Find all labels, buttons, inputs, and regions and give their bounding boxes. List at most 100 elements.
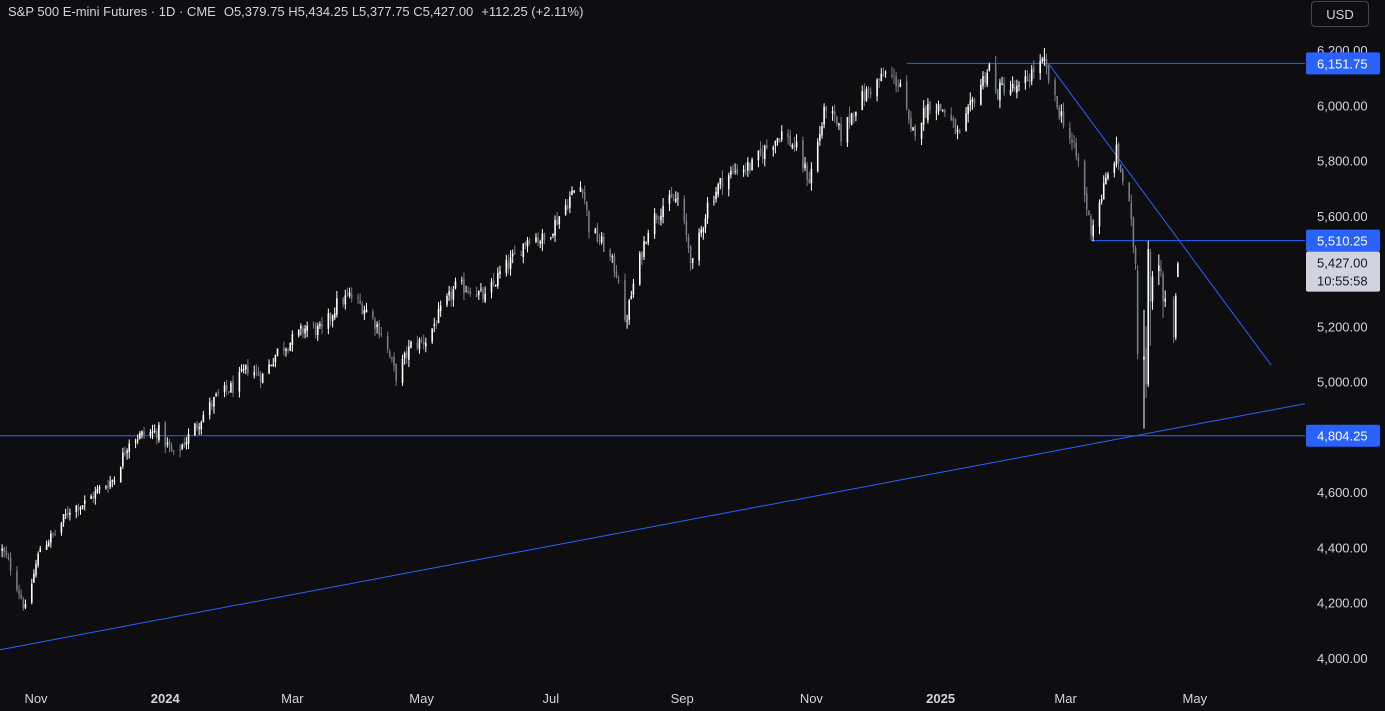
candle-body: [749, 163, 751, 171]
candle: [730, 166, 732, 179]
candle: [795, 134, 798, 151]
candle-body: [24, 603, 27, 608]
candle-body: [598, 240, 601, 242]
candle-body: [950, 114, 953, 121]
candle: [342, 296, 344, 308]
candle-body: [956, 130, 959, 132]
candle: [153, 424, 156, 434]
candle: [386, 331, 389, 353]
candle: [98, 484, 101, 494]
candle: [1045, 53, 1048, 75]
candle-body: [761, 152, 764, 159]
candle-body: [122, 452, 124, 467]
candle: [1160, 260, 1162, 277]
candle: [1073, 135, 1075, 149]
time-tick-label: 2024: [151, 691, 181, 706]
candle-body: [499, 271, 501, 274]
candle-body: [522, 243, 525, 257]
candle: [211, 399, 213, 411]
candle: [158, 421, 160, 443]
candle-body: [969, 100, 972, 106]
candle: [984, 71, 986, 88]
candle-body: [973, 99, 976, 104]
candle-body: [641, 251, 643, 260]
candle-body: [494, 284, 497, 286]
candle: [763, 144, 766, 167]
candle: [1122, 168, 1124, 186]
candle-body: [196, 424, 198, 428]
candle-body: [1128, 182, 1130, 202]
candle-body: [238, 372, 241, 392]
candle: [240, 364, 243, 373]
candle-body: [372, 311, 374, 318]
candle: [522, 243, 525, 264]
candle: [215, 392, 217, 398]
candle-body: [514, 252, 516, 255]
candle: [1145, 326, 1147, 399]
candle-body: [1039, 61, 1041, 74]
current-price-label: 5,427.00: [1317, 256, 1368, 271]
candle-body: [638, 253, 641, 285]
candle: [838, 122, 840, 130]
candle-body: [1003, 83, 1005, 93]
candle-body: [1011, 83, 1014, 89]
candle: [66, 506, 69, 519]
candle: [1033, 60, 1035, 79]
candle-body: [526, 240, 529, 247]
candle-body: [1009, 89, 1012, 95]
candle: [1149, 248, 1152, 346]
candle: [5, 546, 8, 559]
candle-body: [198, 427, 200, 429]
candle: [719, 177, 722, 190]
candle: [632, 279, 635, 298]
candle: [223, 381, 226, 398]
candle: [238, 366, 241, 398]
time-tick-label: Jul: [542, 691, 559, 706]
candle: [893, 68, 895, 85]
candle: [1113, 161, 1116, 178]
level-price-label: 5,510.25: [1317, 234, 1368, 249]
candle: [861, 85, 864, 111]
candle-body: [1162, 273, 1164, 302]
candle: [1024, 69, 1027, 90]
candle-body: [1018, 85, 1020, 87]
time-axis[interactable]: Nov 2024 Mar May Jul Sep Nov 2025 Mar May: [24, 691, 1207, 706]
candle-body: [1033, 67, 1035, 73]
candle-body: [348, 292, 351, 297]
candle: [526, 236, 529, 253]
candle-body: [836, 116, 838, 124]
candle: [304, 324, 306, 339]
candle-body: [986, 72, 989, 85]
candle: [713, 195, 715, 206]
candle-body: [425, 342, 427, 347]
candle: [749, 162, 751, 174]
time-tick-label: May: [409, 691, 434, 706]
candle: [261, 372, 264, 384]
candle: [316, 322, 319, 342]
candle: [285, 347, 287, 357]
candle-body: [543, 233, 546, 241]
currency-button[interactable]: USD: [1311, 1, 1369, 27]
candle-body: [467, 291, 469, 292]
candle-body: [463, 279, 465, 294]
candle-body: [1060, 111, 1063, 117]
candle: [806, 161, 808, 187]
candle: [507, 254, 510, 275]
candle-body: [60, 523, 63, 533]
candle-body: [1149, 251, 1152, 302]
candle-body: [535, 237, 537, 242]
candle: [22, 596, 25, 611]
candle: [821, 122, 823, 139]
candle-body: [302, 327, 304, 334]
candle: [747, 157, 749, 177]
candle-body: [882, 74, 885, 77]
candle-body: [403, 353, 406, 359]
candle: [306, 321, 308, 338]
candle-body: [346, 293, 349, 295]
candle-body: [149, 431, 152, 436]
price-axis[interactable]: 6,200.006,000.005,800.005,600.005,400.00…: [1317, 43, 1368, 666]
candle: [706, 196, 709, 224]
price-tick-label: 4,600.00: [1317, 485, 1368, 500]
change-value: +112.25 (+2.11%): [481, 4, 584, 19]
